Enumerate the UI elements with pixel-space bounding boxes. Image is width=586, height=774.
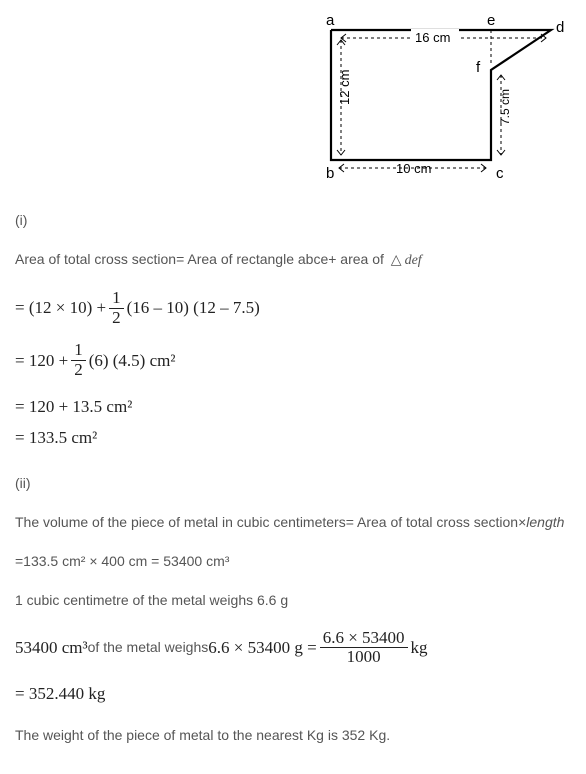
volume-intro-a: The volume of the piece of metal in cubi… (15, 514, 518, 530)
dim-bottom: 10 cm (396, 161, 431, 176)
vertex-e: e (487, 12, 495, 29)
frac1-num: 1 (109, 289, 124, 309)
part-i-label: (i) (15, 210, 571, 231)
volume-calc: =133.5 cm² × 400 cm = 53400 cm³ (15, 551, 571, 572)
frac-half-2: 1 2 (71, 341, 86, 379)
vertex-a: a (326, 12, 335, 29)
area-step4: = 133.5 cm² (15, 425, 571, 451)
volume-intro: The volume of the piece of metal in cubi… (15, 512, 571, 533)
weight-frac-den: 1000 (320, 648, 408, 667)
weight-pre: 53400 cm³ (15, 635, 88, 661)
frac2-den: 2 (71, 361, 86, 380)
dim-right: 7.5 cm (498, 89, 512, 125)
conclusion: The weight of the piece of metal to the … (15, 725, 571, 746)
triangle-def: def (405, 253, 422, 268)
area-step1: = (12 × 10) + 1 2 (16 – 10) (12 – 7.5) (15, 289, 571, 327)
area-step1-b: (16 – 10) (12 – 7.5) (127, 295, 260, 321)
frac-half-1: 1 2 (109, 289, 124, 327)
area-step2: = 120 + 1 2 (6) (4.5) cm² (15, 341, 571, 379)
triangle-symbol: △ (391, 249, 402, 270)
density-line: 1 cubic centimetre of the metal weighs 6… (15, 590, 571, 611)
vertex-b: b (326, 165, 334, 182)
diagram-container: a b c d e f 16 cm 12 cm 10 cm 7.5 cm (15, 10, 571, 185)
frac1-den: 2 (109, 309, 124, 328)
volume-intro-b: length (526, 514, 564, 530)
vertex-c: c (496, 165, 504, 182)
area-intro: Area of total cross section= Area of rec… (15, 249, 571, 271)
dim-left: 12 cm (337, 70, 352, 105)
area-step3: = 120 + 13.5 cm² (15, 394, 571, 420)
weight-g: 6.6 × 53400 g = (208, 635, 316, 661)
area-step1-a: = (12 × 10) + (15, 295, 106, 321)
weight-result: = 352.440 kg (15, 681, 571, 707)
weight-frac-num: 6.6 × 53400 (320, 629, 408, 649)
vertex-d: d (556, 19, 564, 36)
frac2-num: 1 (71, 341, 86, 361)
dim-top: 16 cm (415, 30, 450, 45)
weight-frac: 6.6 × 53400 1000 (320, 629, 408, 667)
vertex-f: f (476, 59, 481, 76)
part-ii-label: (ii) (15, 473, 571, 494)
area-intro-text: Area of total cross section= Area of rec… (15, 251, 388, 267)
arrow-right-bot (497, 150, 505, 155)
weight-calc: 53400 cm³ of the metal weighs 6.6 × 5340… (15, 629, 571, 667)
shape-outline (331, 30, 551, 160)
area-step2-a: = 120 + (15, 348, 68, 374)
weight-unit: kg (411, 635, 428, 661)
area-step2-b: (6) (4.5) cm² (89, 348, 176, 374)
weight-mid: of the metal weighs (88, 637, 209, 658)
cross-section-diagram: a b c d e f 16 cm 12 cm 10 cm 7.5 cm (301, 10, 571, 185)
